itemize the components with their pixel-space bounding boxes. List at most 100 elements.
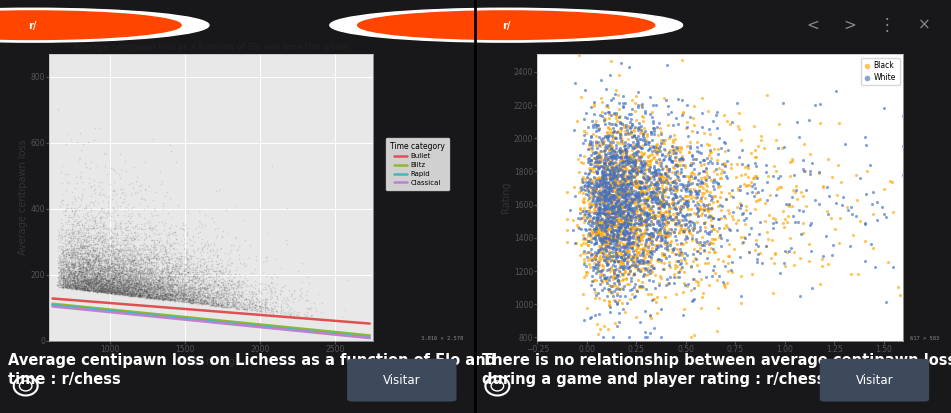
Black xyxy=(653,275,669,282)
White xyxy=(606,231,621,237)
Point xyxy=(169,268,184,275)
Point xyxy=(86,282,101,289)
Point xyxy=(107,254,123,261)
Black xyxy=(676,221,691,227)
Black xyxy=(589,256,604,263)
Point xyxy=(70,236,86,242)
Point xyxy=(168,292,184,299)
Black xyxy=(659,178,674,185)
Point xyxy=(122,276,137,283)
Black xyxy=(661,209,676,215)
Point xyxy=(190,285,205,292)
Point xyxy=(145,292,160,299)
White xyxy=(688,174,703,180)
Point xyxy=(102,274,117,280)
Point xyxy=(151,294,166,300)
Point xyxy=(115,270,130,277)
Point xyxy=(78,265,93,271)
Point xyxy=(129,225,145,232)
Point xyxy=(244,307,260,314)
Black xyxy=(597,165,612,172)
White xyxy=(640,139,655,146)
Point xyxy=(199,300,214,306)
Point xyxy=(186,296,202,303)
Point xyxy=(142,233,157,240)
White xyxy=(604,160,619,166)
Point xyxy=(212,270,227,276)
Point xyxy=(228,294,243,301)
Point xyxy=(136,289,151,296)
Point xyxy=(97,288,112,295)
Point xyxy=(196,285,211,292)
Point xyxy=(82,234,97,241)
Point xyxy=(78,281,93,287)
Point xyxy=(133,290,148,296)
Point xyxy=(146,284,162,290)
Point xyxy=(98,276,113,283)
Point xyxy=(100,288,115,294)
Point xyxy=(112,286,127,292)
Point xyxy=(87,276,102,283)
Black xyxy=(637,183,652,190)
Point xyxy=(63,273,78,279)
White xyxy=(635,249,650,256)
White xyxy=(735,239,750,245)
Point xyxy=(129,280,145,287)
Black xyxy=(703,149,718,155)
Point xyxy=(72,256,87,262)
Point xyxy=(63,246,78,253)
Point xyxy=(156,295,171,302)
White xyxy=(676,213,691,219)
White xyxy=(644,263,659,269)
White xyxy=(600,190,615,196)
Point xyxy=(184,284,200,290)
Point xyxy=(247,282,262,289)
Black xyxy=(621,189,636,196)
White xyxy=(655,202,670,209)
Point xyxy=(60,247,75,254)
Point xyxy=(94,264,109,271)
Point xyxy=(104,289,119,295)
Point xyxy=(71,261,87,267)
Point xyxy=(154,284,169,290)
Point xyxy=(156,289,171,296)
Point xyxy=(53,259,68,266)
Point xyxy=(57,271,72,278)
Point xyxy=(123,272,138,278)
Point xyxy=(68,281,83,287)
Point xyxy=(102,242,117,248)
Point xyxy=(87,279,103,285)
Black xyxy=(598,115,613,122)
Point xyxy=(96,266,111,272)
Point xyxy=(158,290,173,297)
Black xyxy=(659,232,674,238)
Point xyxy=(93,286,108,292)
Point xyxy=(51,277,67,284)
Point xyxy=(164,297,179,303)
Black xyxy=(641,221,656,227)
Point xyxy=(92,192,107,198)
Black xyxy=(633,215,649,222)
Point xyxy=(86,280,101,287)
White xyxy=(611,197,626,204)
Point xyxy=(67,285,82,292)
Black xyxy=(617,175,632,182)
Point xyxy=(51,272,67,278)
Black xyxy=(603,197,618,204)
Point xyxy=(172,297,187,304)
Point xyxy=(93,287,108,294)
Point xyxy=(123,274,138,281)
Point xyxy=(114,250,129,257)
Point xyxy=(83,278,98,285)
Point xyxy=(125,251,140,257)
Point xyxy=(189,293,204,299)
Point xyxy=(53,216,68,223)
Point xyxy=(67,255,82,261)
Point xyxy=(74,254,89,261)
Point xyxy=(101,289,116,295)
Point xyxy=(142,260,157,266)
Point xyxy=(214,234,229,240)
Point xyxy=(109,260,125,267)
Point xyxy=(218,295,233,302)
Point xyxy=(119,278,134,285)
